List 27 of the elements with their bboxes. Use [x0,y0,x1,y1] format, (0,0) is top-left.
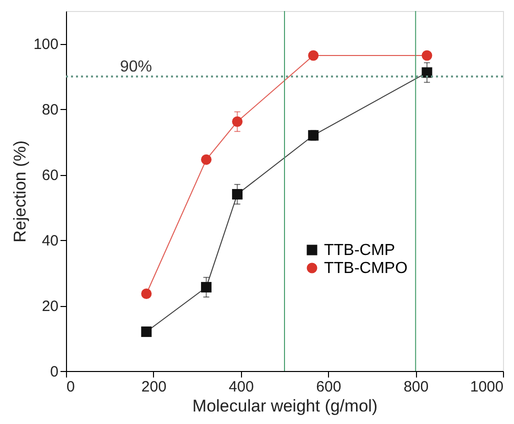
y-tick-label: 100 [33,36,58,54]
y-tick-label: 0 [50,364,58,380]
y-axis-title: Rejection (%) [10,140,30,243]
x-tick-label: 800 [404,378,429,396]
point [308,130,319,141]
x-tick-label: 200 [141,378,166,396]
point [422,67,432,78]
point [308,50,319,61]
x-axis-title: Molecular weight (g/mol) [192,396,378,416]
point [141,288,152,299]
y-tick-label: 60 [42,167,58,184]
x-tick-label: 600 [316,378,342,396]
point [201,282,212,292]
legend-label: TTB-CMPO [324,260,408,277]
y-tick-label: 80 [42,102,58,119]
x-tick-label: 1000 [470,378,504,396]
x-tick-label: 0 [66,378,75,396]
y-tick-label: 40 [42,232,58,250]
legend-label: TTB-CMP [324,242,396,259]
ref-line-label: 90% [120,58,152,76]
x-tick-label: 400 [228,378,254,396]
point [201,154,212,165]
point [422,50,432,61]
point [232,116,243,127]
y-tick-label: 20 [42,298,58,316]
point [232,189,243,200]
point [141,326,152,337]
